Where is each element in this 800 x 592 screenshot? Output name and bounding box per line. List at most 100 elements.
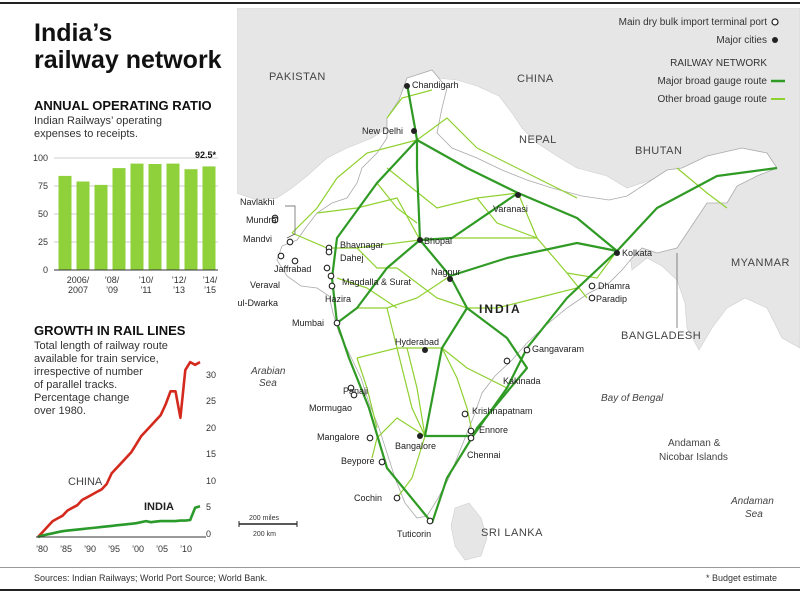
city-marker-7 bbox=[422, 347, 428, 353]
growth-xtick-10: ’10 bbox=[180, 544, 192, 554]
port-label-16: Panaji bbox=[343, 386, 368, 396]
city-marker-4 bbox=[417, 237, 423, 243]
port-label-20: Chennai bbox=[467, 450, 501, 460]
port-marker-11 bbox=[333, 319, 341, 327]
port-label-21: Mangalore bbox=[317, 432, 360, 442]
ratio-xtick-4b: ’13 bbox=[173, 285, 185, 295]
map-legend: Main dry bulk import terminal port Major… bbox=[619, 17, 785, 105]
port-label-3: Mandvi bbox=[243, 234, 272, 244]
ratio-bar-2 bbox=[76, 181, 90, 270]
ratio-description: Indian Railways’ operating expenses to r… bbox=[34, 115, 162, 141]
port-marker-7 bbox=[277, 252, 285, 260]
city-marker-1 bbox=[404, 83, 410, 89]
port-marker-24 bbox=[426, 517, 434, 525]
sri-lanka-shape bbox=[450, 502, 488, 561]
port-label-17: Mormugao bbox=[309, 403, 352, 413]
ratio-title: ANNUAL OPERATING RATIO bbox=[34, 98, 212, 113]
other-route-20 bbox=[356, 247, 397, 269]
major-route-5 bbox=[336, 239, 421, 324]
sea-label-arabian-2: Sea bbox=[259, 378, 277, 389]
page-title: India’s railway network bbox=[34, 20, 222, 74]
port-label-15: Kakinada bbox=[503, 376, 541, 386]
other-route-25 bbox=[376, 182, 418, 224]
ratio-bar-3 bbox=[94, 184, 108, 270]
growth-ytick-30: 30 bbox=[206, 370, 216, 380]
city-marker-6 bbox=[447, 276, 453, 282]
other-route-12 bbox=[396, 267, 468, 309]
port-label-6: Jaffrabad bbox=[274, 264, 311, 274]
legend-network-title: RAILWAY NETWORK bbox=[670, 58, 767, 69]
port-marker-8 bbox=[291, 257, 299, 265]
other-route-19 bbox=[676, 167, 728, 209]
ratio-bar-1 bbox=[58, 175, 72, 270]
india-growth-line bbox=[37, 505, 201, 539]
ratio-ytick-75: 75 bbox=[38, 181, 48, 191]
sea-label-andaman-2: Sea bbox=[745, 509, 763, 520]
major-route-13 bbox=[430, 435, 474, 524]
region-label-bhutan: BHUTAN bbox=[635, 145, 682, 157]
port-marker-6 bbox=[323, 264, 331, 272]
city-marker-2 bbox=[411, 128, 417, 134]
growth-xtick-05: ’05 bbox=[156, 544, 168, 554]
major-route-11 bbox=[616, 166, 778, 252]
islands-label-1: Andaman & bbox=[668, 438, 721, 449]
ratio-desc-line-2: expenses to receipts. bbox=[34, 128, 138, 140]
port-label-7: Veraval bbox=[250, 280, 280, 290]
growth-ytick-10: 10 bbox=[206, 476, 216, 486]
other-route-27 bbox=[356, 357, 378, 429]
growth-chart: 30 25 20 15 10 5 0 ’80 ’85 ’90 ’95 ’00 ’… bbox=[36, 360, 216, 554]
port-label-9: Magdalla & Surat bbox=[342, 277, 412, 287]
scale-km-label: 200 km bbox=[253, 531, 276, 538]
other-route-21 bbox=[336, 277, 398, 309]
ratio-last-value-label: 92.5* bbox=[195, 150, 217, 160]
growth-xtick-85: ’85 bbox=[60, 544, 72, 554]
growth-lines bbox=[37, 360, 201, 539]
city-marker-8 bbox=[417, 433, 423, 439]
major-route-6 bbox=[330, 139, 418, 324]
ratio-xtick-1a: 2006/ bbox=[67, 275, 90, 285]
footer-note: * Budget estimate bbox=[706, 573, 778, 583]
growth-ytick-0: 0 bbox=[206, 529, 211, 539]
other-route-18 bbox=[386, 307, 426, 437]
gujarat-port-leader bbox=[285, 205, 296, 239]
other-route-9 bbox=[517, 192, 588, 299]
port-label-22: Beypore bbox=[341, 456, 375, 466]
ratio-xtick-3b: ’11 bbox=[140, 285, 151, 295]
port-marker-10 bbox=[328, 282, 336, 290]
ratio-bars bbox=[58, 163, 216, 270]
port-label-11: Mumbai bbox=[292, 318, 324, 328]
india-landmass bbox=[276, 69, 778, 519]
ratio-bar-8 bbox=[184, 169, 198, 270]
growth-xtick-90: ’90 bbox=[84, 544, 96, 554]
railway-map: Navlakhi Mundra Mandvi Bhavnagar Dahej Jaffra… bbox=[237, 8, 800, 568]
other-route-15 bbox=[371, 417, 426, 459]
ratio-ytick-100: 100 bbox=[33, 153, 48, 163]
city-markers: Chandigarh New Delhi Varanasi Bhopal Kolkata… bbox=[362, 80, 652, 451]
legend-other-label: Other broad gauge route bbox=[657, 94, 767, 105]
port-marker-17 bbox=[350, 391, 358, 399]
region-label-sri-lanka: SRI LANKA bbox=[481, 527, 543, 539]
city-label-3: Varanasi bbox=[493, 204, 528, 214]
other-route-17 bbox=[441, 347, 474, 437]
region-label-pakistan: PAKISTAN bbox=[269, 71, 326, 83]
sea-label-arabian-1: Arabian bbox=[250, 366, 286, 377]
ratio-xtick-2a: ’08/ bbox=[105, 275, 120, 285]
port-marker-18 bbox=[461, 410, 469, 418]
port-marker-12 bbox=[588, 282, 596, 290]
port-label-10: Hazira bbox=[325, 294, 351, 304]
legend-major-label: Major broad gauge route bbox=[657, 76, 767, 87]
port-marker-5 bbox=[325, 248, 333, 256]
other-route-10 bbox=[357, 275, 451, 309]
major-route-1 bbox=[405, 83, 419, 141]
major-route-8 bbox=[423, 307, 473, 438]
port-marker-16 bbox=[347, 384, 355, 392]
port-label-5: Dahej bbox=[340, 253, 364, 263]
growth-ytick-15: 15 bbox=[206, 449, 216, 459]
city-marker-3 bbox=[515, 192, 521, 198]
growth-description: Total length of railway route available … bbox=[34, 340, 168, 418]
port-label-1: Navlakhi bbox=[240, 197, 275, 207]
sea-label-andaman-1: Andaman bbox=[730, 496, 774, 507]
growth-desc-line-4: of parallel tracks. bbox=[34, 379, 118, 391]
growth-desc-line-6: over 1980. bbox=[34, 405, 86, 417]
legend-port-symbol bbox=[771, 18, 779, 26]
